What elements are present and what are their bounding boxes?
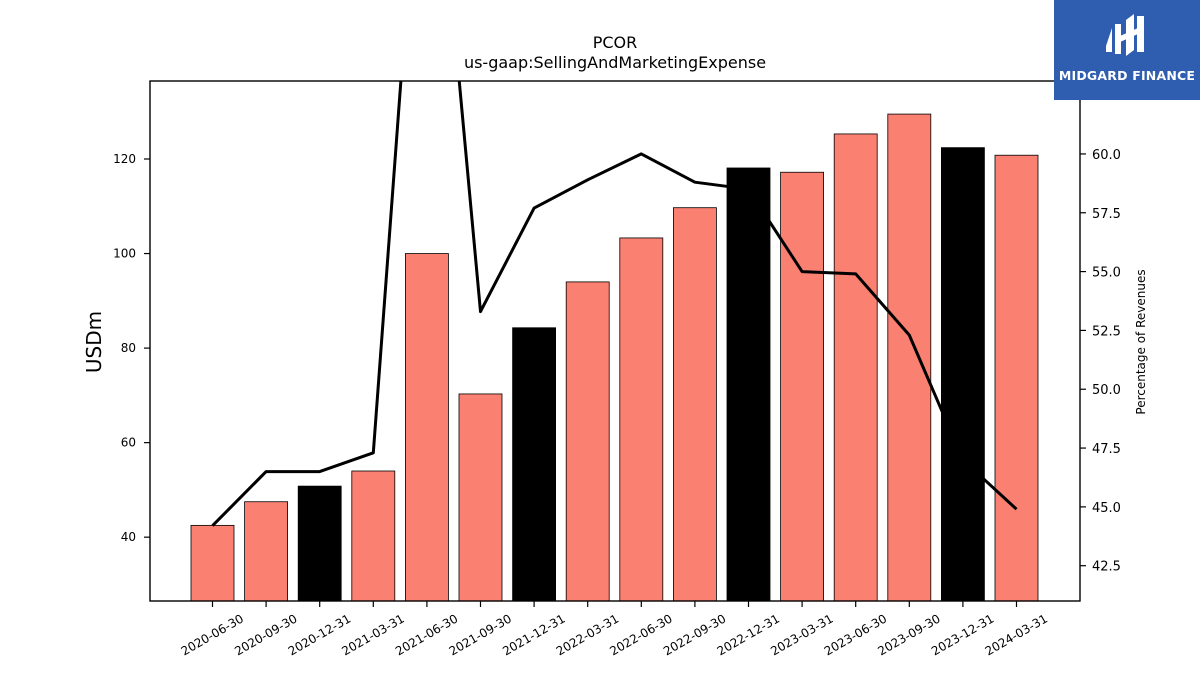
x-axis-ticks: 2020-06-302020-09-302020-12-312021-03-31…	[179, 601, 1050, 658]
bar-2020-09-30	[244, 501, 289, 602]
bar-2020-12-31	[297, 485, 342, 602]
y-tick-label: 40	[121, 530, 136, 544]
y2-tick-label: 52.5	[1092, 324, 1121, 339]
y-tick-label: 120	[113, 152, 136, 166]
bar-2021-12-31	[512, 327, 556, 602]
y2-tick-label: 50.0	[1092, 383, 1121, 398]
plot-frame	[149, 80, 1081, 602]
bar-2023-06-30	[833, 133, 878, 602]
y-axis-label: USDm	[82, 311, 106, 373]
bar-2022-09-30	[673, 207, 717, 602]
line-layer	[211, 81, 1018, 527]
bar-2023-12-31	[941, 147, 985, 602]
percentage-of-revenues-line	[211, 81, 1018, 527]
bar-2022-12-31	[726, 167, 771, 602]
chart-title: PCOR	[593, 33, 638, 52]
logo-text: MIDGARD FINANCE	[1058, 68, 1196, 83]
bar-2021-03-31	[351, 470, 396, 602]
bar-2022-03-31	[565, 281, 610, 602]
bars-layer	[190, 113, 1039, 602]
y2-tick-label: 60.0	[1092, 148, 1121, 163]
y2-tick-label: 45.0	[1092, 501, 1121, 516]
left-axis-ticks: 40 60 80 100 120	[113, 152, 150, 544]
logo-mark-icon	[1106, 14, 1144, 56]
y2-tick-label: 47.5	[1092, 442, 1121, 457]
bar-2021-06-30	[404, 253, 449, 602]
chart-subtitle: us-gaap:SellingAndMarketingExpense	[464, 53, 766, 72]
bar-2021-09-30	[458, 393, 503, 602]
y-tick-label: 60	[121, 436, 136, 450]
y2-tick-label: 55.0	[1092, 266, 1121, 281]
y-tick-label: 80	[121, 341, 136, 355]
bar-2024-03-31	[994, 154, 1039, 602]
y2-tick-label: 57.5	[1092, 207, 1121, 222]
bar-2023-03-31	[780, 171, 824, 602]
bar-2023-09-30	[887, 113, 932, 602]
y2-axis-label: Percentage of Revenues	[1134, 269, 1148, 414]
midgard-finance-logo: MIDGARD FINANCE	[1054, 0, 1200, 100]
y2-tick-label: 42.5	[1092, 560, 1121, 575]
right-axis-ticks: 42.545.047.550.052.555.057.560.062.5	[1080, 89, 1121, 575]
bar-2020-06-30	[190, 524, 235, 602]
y-tick-label: 100	[113, 247, 136, 261]
bar-2022-06-30	[619, 237, 664, 602]
